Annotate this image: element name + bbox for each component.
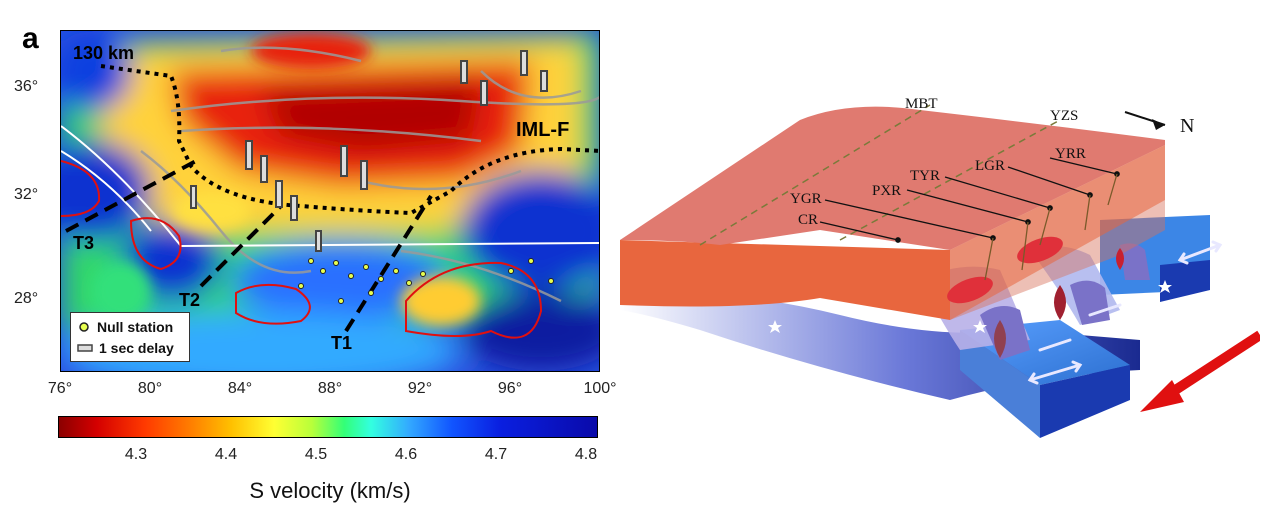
lon-tick-88: 88° [317, 380, 343, 397]
lon-tick-96: 96° [497, 380, 523, 397]
star-icon [973, 320, 987, 333]
null-station-icon [79, 322, 89, 332]
delay-bar-icon [77, 344, 93, 352]
block-diagram: MBT YZS N YRR LGR TYR PXR YGR CR [620, 96, 1260, 438]
colorbar-tick-4-7: 4.7 [484, 446, 508, 463]
slab-drop-2 [1054, 285, 1066, 320]
lon-tick-92: 92° [407, 380, 433, 397]
colorbar-tick-4-6: 4.6 [394, 446, 418, 463]
slab-block-right-side [1160, 260, 1210, 302]
yzs-line [839, 119, 1061, 241]
convergence-arrow-icon [1140, 380, 1184, 412]
lon-tick-100: 100° [583, 380, 617, 397]
slab-block-front-left [960, 330, 1040, 438]
slab-block-front-side [1040, 365, 1130, 438]
profile-t1-line [344, 194, 433, 333]
velocity-detail [91, 33, 481, 326]
legend-delay: 1 sec delay [77, 340, 174, 356]
legend-null-station-label: Null station [97, 319, 174, 335]
profile-t3-line [65, 159, 197, 233]
label-cr: CR [798, 212, 818, 228]
lat-tick-36: 36° [14, 78, 39, 95]
slab-curl-2 [1070, 280, 1110, 325]
slab-curl-3 [1120, 243, 1150, 280]
fault-label: IML-F [516, 119, 569, 141]
legend-null-station: Null station [77, 319, 173, 335]
lon-tick-80: 80° [137, 380, 163, 397]
lon-tick-76: 76° [47, 380, 73, 397]
depth-label: 130 km [73, 43, 134, 63]
fault-lines [140, 46, 599, 303]
anisotropy-ellipse-2 [1017, 236, 1063, 264]
label-ygr: YGR [790, 191, 822, 207]
panel-label: a [22, 22, 39, 55]
anomaly-outlines [61, 160, 543, 339]
map-legend: Null station 1 sec delay [70, 312, 190, 362]
profile-t1-label: T1 [331, 333, 352, 353]
colorbar-tick-4-8: 4.8 [574, 446, 598, 463]
label-mbt: MBT [905, 96, 938, 112]
station-drops [984, 173, 1118, 281]
star-markers [768, 280, 1172, 333]
plate-top-surface [620, 106, 1165, 251]
label-north: N [1180, 115, 1194, 137]
slab-drop-1 [1116, 248, 1124, 270]
anisotropy-ellipse-1 [947, 276, 993, 304]
profile-t2-line [199, 204, 283, 288]
plate-front-face [620, 240, 950, 320]
star-icon [1158, 280, 1172, 293]
null-stations [298, 258, 554, 304]
star-icon [768, 320, 782, 333]
label-tyr: TYR [910, 168, 940, 184]
lat-tick-28: 28° [14, 290, 39, 307]
colorbar-tick-4-4: 4.4 [214, 446, 238, 463]
profile-lines [65, 159, 433, 333]
label-lgr: LGR [975, 158, 1005, 174]
colorbar-tick-4-5: 4.5 [304, 446, 328, 463]
label-pxr: PXR [872, 183, 901, 199]
colorbar-tick-4-3: 4.3 [124, 446, 148, 463]
profile-t2-label: T2 [179, 290, 200, 310]
lat-tick-32: 32° [14, 186, 39, 203]
label-yrr: YRR [1055, 146, 1086, 162]
flow-arrows [1027, 240, 1223, 385]
station-leaders [819, 157, 1120, 243]
legend-delay-label: 1 sec delay [99, 340, 174, 356]
colorbar [58, 416, 598, 438]
slab-drop-3 [994, 320, 1006, 358]
splitting-bars [190, 50, 548, 252]
label-yzs: YZS [1050, 108, 1078, 124]
mbt-line [699, 104, 931, 246]
plate-right-face [950, 145, 1165, 320]
colorbar-title: S velocity (km/s) [249, 478, 411, 503]
lon-tick-84: 84° [227, 380, 253, 397]
north-arrow-icon [1152, 119, 1165, 130]
profile-t3-label: T3 [73, 233, 94, 253]
suture-lines [61, 125, 599, 247]
